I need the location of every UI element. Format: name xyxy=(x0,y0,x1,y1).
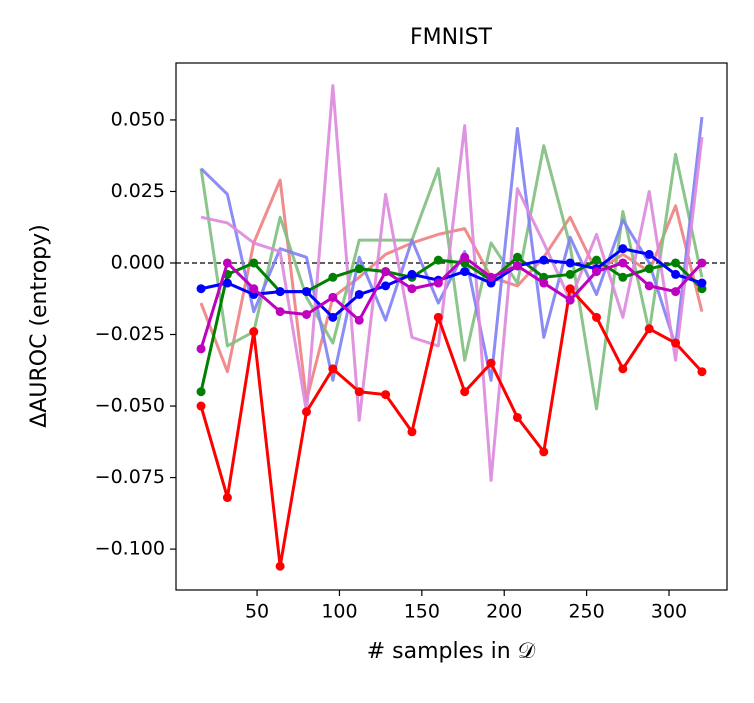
y-tick-label: −0.100 xyxy=(95,538,165,560)
point xyxy=(697,258,707,268)
point xyxy=(328,272,338,282)
point xyxy=(644,324,654,334)
y-tick-label: −0.075 xyxy=(95,466,165,488)
point xyxy=(302,407,311,417)
point xyxy=(539,255,549,265)
point xyxy=(354,315,364,325)
point xyxy=(644,249,654,259)
point xyxy=(222,278,232,288)
point xyxy=(433,312,443,322)
point xyxy=(328,364,338,374)
point xyxy=(354,387,364,397)
point xyxy=(433,255,443,265)
point xyxy=(539,447,549,457)
point xyxy=(302,309,311,319)
x-axis-label: # samples in 𝒟 xyxy=(367,639,536,664)
series-line xyxy=(199,144,704,411)
point xyxy=(460,267,470,277)
y-tick-label: 0.000 xyxy=(111,251,165,273)
point xyxy=(618,258,628,268)
point xyxy=(196,387,206,397)
point xyxy=(644,281,654,291)
series-line xyxy=(200,84,704,482)
point xyxy=(539,278,549,288)
point xyxy=(302,287,311,297)
point xyxy=(328,292,338,302)
point xyxy=(697,278,707,288)
point xyxy=(249,258,259,268)
point xyxy=(618,244,628,254)
point xyxy=(354,289,364,299)
chart-title: FMNIST xyxy=(410,25,493,50)
point xyxy=(512,261,522,271)
x-tick-label: 150 xyxy=(404,601,440,623)
y-tick-label: −0.050 xyxy=(95,395,165,417)
point xyxy=(697,367,707,377)
point xyxy=(618,272,628,282)
point xyxy=(407,269,417,279)
x-tick-label: 200 xyxy=(486,601,522,623)
point xyxy=(592,255,601,265)
point xyxy=(275,561,285,571)
point xyxy=(565,284,575,294)
point xyxy=(486,358,496,368)
series-line xyxy=(199,287,704,568)
point xyxy=(512,252,522,262)
plot-frame xyxy=(175,62,728,591)
point xyxy=(249,327,259,337)
point xyxy=(328,312,338,322)
x-tick-label: 100 xyxy=(321,601,357,623)
point xyxy=(486,272,496,282)
x-tick-label: 50 xyxy=(245,601,269,623)
point xyxy=(222,258,232,268)
point xyxy=(354,264,364,274)
x-tick-label: 250 xyxy=(568,601,604,623)
point xyxy=(407,427,417,437)
y-tick-label: 0.025 xyxy=(111,180,165,202)
point xyxy=(196,344,206,354)
point xyxy=(565,269,575,279)
point xyxy=(512,412,522,422)
point xyxy=(222,493,232,503)
point xyxy=(671,287,681,297)
point xyxy=(592,312,601,322)
point xyxy=(249,284,259,294)
point xyxy=(592,267,601,277)
point xyxy=(565,258,575,268)
point xyxy=(196,401,206,411)
point xyxy=(433,278,443,288)
point xyxy=(671,338,681,348)
point xyxy=(671,258,681,268)
point xyxy=(196,284,206,294)
point xyxy=(381,267,391,277)
point xyxy=(407,284,417,294)
point xyxy=(644,264,654,274)
point xyxy=(618,364,628,374)
point xyxy=(565,295,575,305)
point xyxy=(460,252,470,262)
point xyxy=(671,269,681,279)
y-tick-label: −0.025 xyxy=(95,323,165,345)
point xyxy=(275,287,285,297)
point xyxy=(381,281,391,291)
point xyxy=(381,390,391,400)
point xyxy=(275,307,285,317)
point xyxy=(460,387,470,397)
y-tick-label: 0.050 xyxy=(111,108,165,130)
x-tick-label: 300 xyxy=(651,601,687,623)
y-axis-label: ΔAUROC (entropy) xyxy=(27,224,52,427)
